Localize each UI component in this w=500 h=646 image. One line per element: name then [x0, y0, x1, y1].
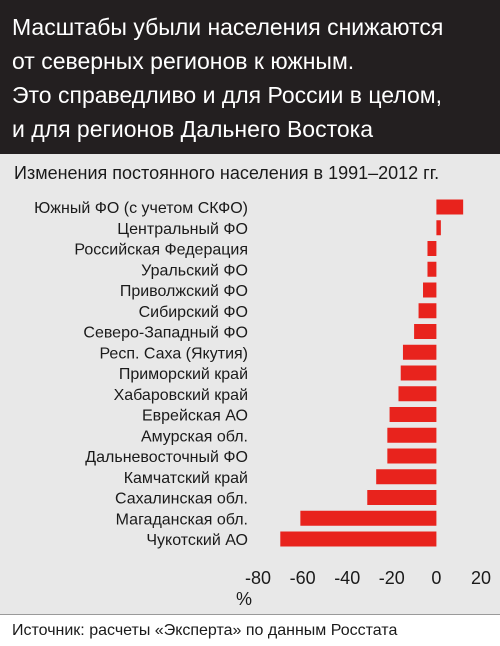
x-tick-label: 0: [431, 568, 441, 588]
chart-panel: Изменения постоянного населения в 1991–2…: [0, 154, 500, 614]
bar: [300, 510, 437, 526]
bar: [414, 324, 437, 339]
headline-line-4: и для регионов Дальнего Востока: [12, 116, 374, 142]
category-label: Респ. Саха (Якутия): [99, 345, 248, 362]
category-label: Хабаровский край: [114, 387, 248, 404]
x-tick-label: -40: [334, 568, 360, 588]
category-label: Еврейская АО: [142, 408, 248, 425]
source-note: Источник: расчеты «Эксперта» по данным Р…: [12, 622, 398, 639]
headline-panel: Масштабы убыли населения снижаются от се…: [0, 0, 500, 154]
category-label: Центральный ФО: [117, 221, 248, 238]
category-label: Приволжский ФО: [120, 283, 248, 300]
bar: [280, 531, 437, 547]
category-label: Российская Федерация: [74, 242, 248, 259]
headline-line-1: Масштабы убыли населения снижаются: [12, 14, 444, 40]
x-tick-label: 20: [471, 568, 491, 588]
x-axis-label: %: [236, 589, 252, 609]
bar: [427, 241, 437, 256]
category-label: Северо-Западный ФО: [83, 325, 248, 342]
headline: Масштабы убыли населения снижаются от се…: [12, 10, 492, 146]
footer: Источник: расчеты «Эксперта» по данным Р…: [0, 614, 500, 646]
category-label: Амурская обл.: [141, 428, 248, 445]
bar: [400, 365, 437, 381]
bar: [367, 490, 437, 505]
bar: [376, 469, 437, 485]
category-label: Сахалинская обл.: [115, 491, 248, 508]
bar: [387, 427, 437, 443]
chart-title: Изменения постоянного населения в 1991–2…: [14, 163, 439, 183]
category-label: Камчатский край: [124, 470, 248, 487]
category-label: Приморский край: [119, 366, 248, 383]
headline-line-2: от северных регионов к южным.: [12, 48, 355, 74]
x-tick-label: -80: [245, 568, 271, 588]
bar: [398, 386, 437, 402]
category-label: Сибирский ФО: [139, 304, 248, 321]
headline-line-3: Это справедливо и для России в целом,: [12, 82, 442, 108]
bar-chart: Изменения постоянного населения в 1991–2…: [14, 163, 491, 609]
category-label: Уральский ФО: [141, 262, 248, 279]
bar: [387, 448, 437, 464]
bar: [423, 282, 437, 298]
category-label: Дальневосточный ФО: [85, 449, 248, 466]
category-label: Магаданская обл.: [116, 511, 248, 528]
bar: [389, 407, 437, 422]
bar: [427, 261, 437, 277]
category-label: Чукотский АО: [146, 532, 248, 549]
x-tick-label: -20: [379, 568, 405, 588]
x-tick-label: -60: [290, 568, 316, 588]
bar: [402, 344, 437, 360]
bar: [418, 303, 437, 319]
category-label: Южный ФО (с учетом СКФО): [34, 200, 248, 217]
bar: [436, 220, 441, 236]
bar: [436, 199, 464, 215]
